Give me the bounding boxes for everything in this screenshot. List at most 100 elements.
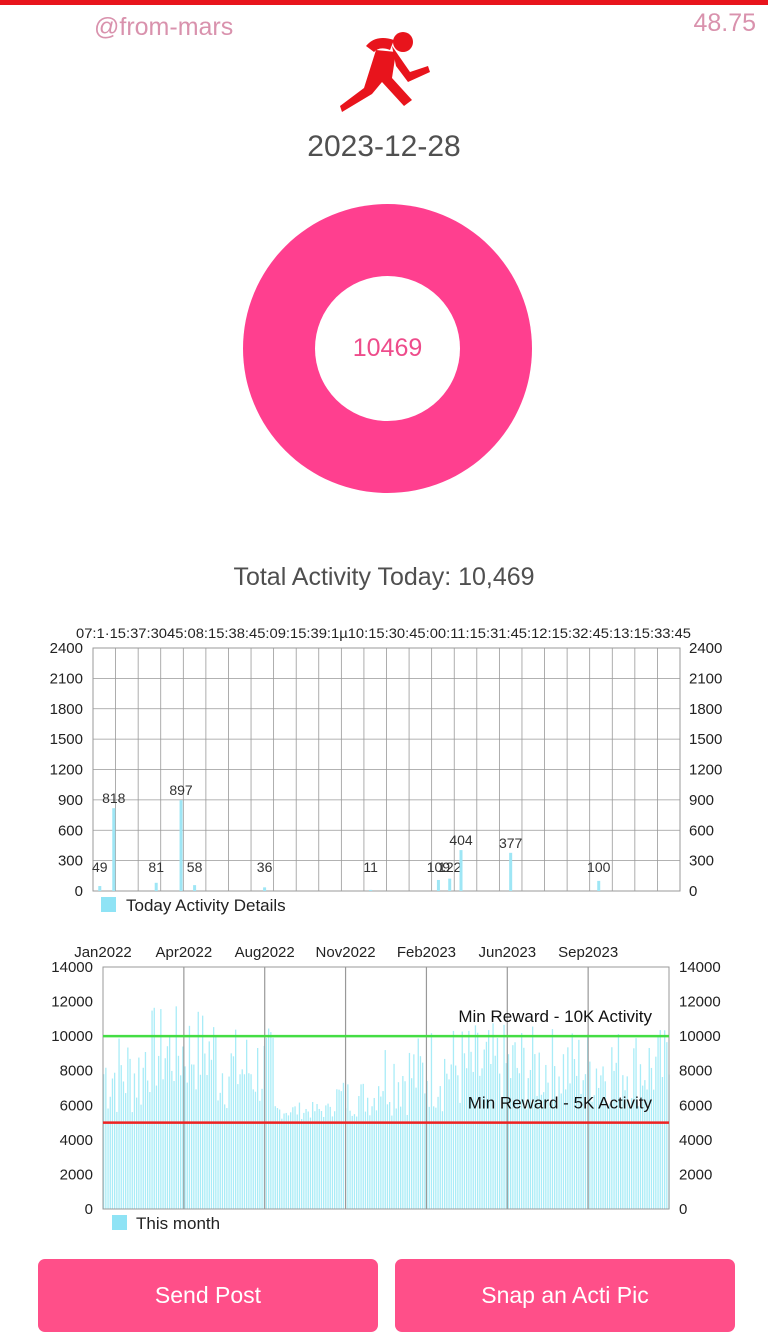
data-bar — [316, 1104, 318, 1209]
data-bar — [521, 1033, 523, 1209]
data-bar — [604, 1081, 606, 1209]
data-label: 122 — [438, 859, 462, 875]
data-bar — [551, 1029, 554, 1209]
data-bar — [186, 1082, 188, 1209]
data-bar — [380, 1096, 382, 1209]
data-bar — [507, 1054, 510, 1209]
data-bar — [149, 1092, 151, 1209]
data-bar — [131, 1112, 133, 1209]
data-bar — [105, 1067, 107, 1209]
data-bar — [327, 1103, 329, 1209]
data-bar — [624, 1090, 626, 1209]
data-bar — [270, 1032, 272, 1209]
y-tick-label-left: 300 — [58, 853, 83, 870]
data-bar — [540, 1094, 543, 1209]
data-bar — [543, 1092, 545, 1209]
data-bar — [666, 1042, 668, 1209]
data-bar — [578, 1039, 580, 1209]
activity-ring-value: 10469 — [315, 276, 460, 421]
data-bar — [206, 1075, 208, 1209]
data-bar — [569, 1083, 571, 1209]
y-tick-label-right: 8000 — [679, 1063, 712, 1080]
data-bar — [428, 1106, 430, 1209]
data-bar — [505, 1063, 507, 1209]
data-bar — [210, 1059, 213, 1209]
y-tick-label-right: 600 — [689, 822, 714, 839]
data-bar — [650, 1067, 653, 1209]
data-bar — [529, 1070, 532, 1209]
data-bar — [133, 1073, 136, 1209]
data-bar — [285, 1112, 287, 1209]
data-label: 897 — [169, 782, 193, 798]
data-bar — [239, 1074, 241, 1209]
data-bar — [301, 1118, 303, 1209]
data-bar — [182, 1046, 184, 1209]
data-bar — [545, 1064, 547, 1209]
x-tick-label: Feb2023 — [397, 944, 456, 961]
data-bar — [369, 889, 373, 891]
data-bar — [415, 1087, 417, 1209]
y-tick-label-left: 2400 — [50, 640, 83, 657]
data-bar — [179, 800, 183, 891]
x-tick-label: Jan2022 — [74, 944, 132, 961]
data-bar — [424, 1093, 426, 1209]
y-tick-label-left: 2100 — [50, 670, 83, 687]
data-bar — [622, 1075, 624, 1209]
data-bar — [413, 1054, 415, 1209]
username[interactable]: @from-mars — [94, 13, 234, 41]
data-bar — [589, 1061, 591, 1209]
y-tick-label-left: 2000 — [60, 1166, 93, 1183]
data-bar — [164, 1058, 166, 1209]
data-bar — [402, 1075, 404, 1209]
data-bar — [386, 1104, 389, 1209]
data-bar — [120, 1065, 122, 1209]
data-bar — [158, 1055, 160, 1209]
today-activity-chart: 0 0 300 300 600 600 900 900 1200 1200 1500 1500 1800… — [50, 625, 723, 915]
data-bar — [193, 1064, 195, 1209]
send-post-button[interactable]: Send Post — [38, 1259, 378, 1332]
data-bar — [248, 1073, 250, 1209]
snap-pic-button[interactable]: Snap an Acti Pic — [395, 1259, 735, 1332]
y-tick-label-right: 6000 — [679, 1097, 712, 1114]
data-bar — [593, 1095, 595, 1209]
data-bar — [263, 887, 267, 891]
data-bar — [235, 1029, 237, 1209]
y-tick-label-right: 1500 — [689, 731, 722, 748]
data-bar — [221, 1073, 224, 1209]
data-bar — [637, 1106, 639, 1209]
data-bar — [452, 1030, 455, 1209]
data-bar — [514, 1042, 516, 1209]
data-bar — [547, 1082, 549, 1209]
data-bar — [406, 1114, 408, 1209]
data-bar — [246, 1039, 248, 1209]
reference-line-label: Min Reward - 10K Activity — [458, 1007, 652, 1026]
data-bar — [109, 1096, 111, 1209]
data-bar — [188, 1025, 191, 1209]
data-bar — [470, 1051, 472, 1209]
data-bar — [356, 1116, 358, 1209]
data-bar — [358, 1096, 360, 1209]
data-bar — [554, 1066, 556, 1209]
data-bar — [422, 1062, 424, 1209]
data-bar — [129, 1058, 131, 1209]
y-tick-label-left: 900 — [58, 792, 83, 809]
data-bar — [659, 1030, 661, 1209]
data-bar — [479, 1075, 481, 1209]
data-bar — [532, 1026, 534, 1209]
data-bar — [193, 885, 197, 891]
data-bar — [439, 1086, 441, 1209]
data-bar — [644, 1080, 646, 1209]
y-tick-label-right: 300 — [689, 853, 714, 870]
data-bar — [538, 1052, 540, 1209]
data-bar — [362, 1083, 364, 1209]
data-bar — [560, 1093, 562, 1209]
data-bar — [136, 1097, 138, 1209]
data-bar — [202, 1015, 204, 1209]
data-label: 81 — [148, 859, 164, 875]
data-bar — [436, 879, 440, 891]
x-tick-label: Jun2023 — [479, 944, 537, 961]
data-bar — [173, 1081, 175, 1209]
y-tick-label-right: 2000 — [679, 1166, 712, 1183]
data-bar — [481, 1068, 483, 1209]
y-tick-label-left: 4000 — [60, 1132, 93, 1149]
